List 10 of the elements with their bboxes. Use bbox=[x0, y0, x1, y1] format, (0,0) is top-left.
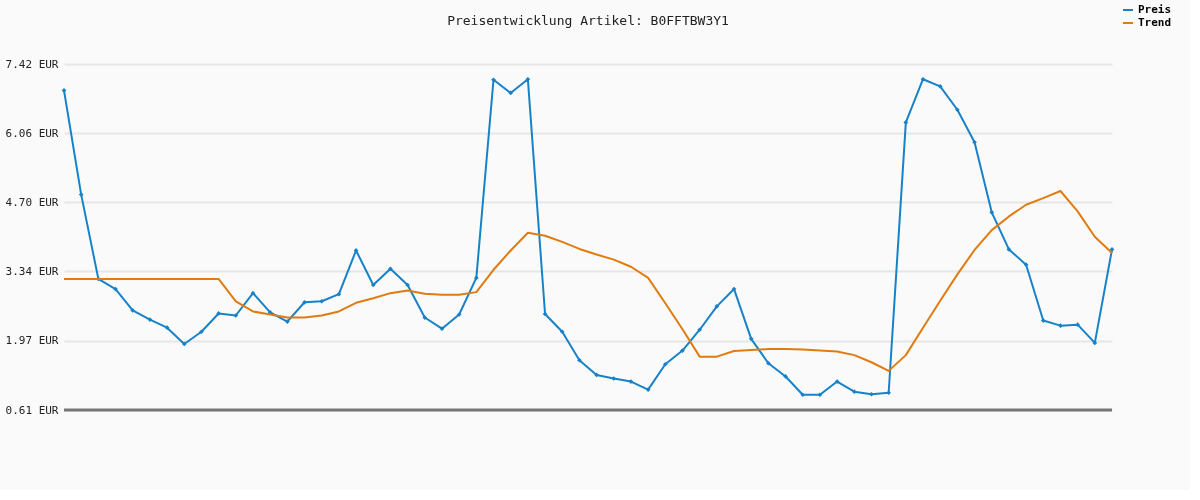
y-tick-label: 7.42 EUR bbox=[5, 57, 59, 71]
y-tick-label: 4.70 EUR bbox=[5, 195, 59, 209]
y-tick-label: 1.97 EUR bbox=[5, 334, 59, 348]
y-tick-label: 0.61 EUR bbox=[5, 403, 59, 417]
legend-label: Preis bbox=[1138, 3, 1172, 16]
chart-title: Preisentwicklung Artikel: B0FFTBW3Y1 bbox=[447, 13, 729, 28]
line-series bbox=[63, 190, 1113, 372]
y-tick-label: 6.06 EUR bbox=[5, 126, 59, 140]
legend-label: Trend bbox=[1138, 16, 1172, 29]
y-tick-label: 3.34 EUR bbox=[5, 264, 59, 278]
